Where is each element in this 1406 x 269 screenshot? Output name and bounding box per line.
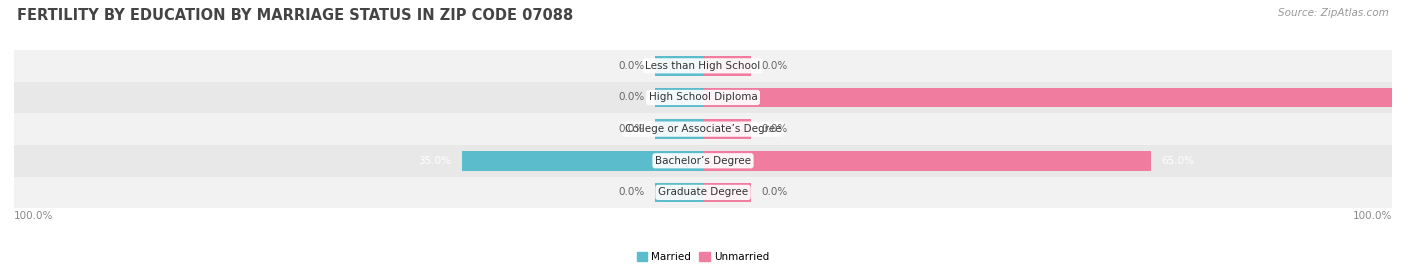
Text: 35.0%: 35.0% [419,156,451,166]
Legend: Married, Unmarried: Married, Unmarried [633,247,773,266]
Bar [703,151,1152,171]
Bar [655,183,703,202]
Bar [703,119,751,139]
Text: Less than High School: Less than High School [645,61,761,71]
Text: Source: ZipAtlas.com: Source: ZipAtlas.com [1278,8,1389,18]
Bar [14,176,1392,208]
Text: 65.0%: 65.0% [1161,156,1194,166]
Text: 0.0%: 0.0% [762,124,787,134]
Text: 0.0%: 0.0% [762,187,787,197]
Text: 0.0%: 0.0% [619,61,644,71]
Bar [655,88,703,107]
Text: Bachelor’s Degree: Bachelor’s Degree [655,156,751,166]
Text: 0.0%: 0.0% [619,124,644,134]
Bar [655,56,703,76]
Text: 0.0%: 0.0% [619,187,644,197]
Bar [14,145,1392,176]
Bar [14,50,1392,82]
Bar [703,88,1392,107]
Bar [14,113,1392,145]
Bar [461,151,703,171]
Text: 100.0%: 100.0% [1353,211,1392,221]
Text: High School Diploma: High School Diploma [648,93,758,102]
Text: FERTILITY BY EDUCATION BY MARRIAGE STATUS IN ZIP CODE 07088: FERTILITY BY EDUCATION BY MARRIAGE STATU… [17,8,574,23]
Text: 0.0%: 0.0% [762,61,787,71]
Text: College or Associate’s Degree: College or Associate’s Degree [624,124,782,134]
Text: 0.0%: 0.0% [619,93,644,102]
Text: 100.0%: 100.0% [14,211,53,221]
Bar [655,119,703,139]
Bar [703,56,751,76]
Bar [14,82,1392,113]
Text: Graduate Degree: Graduate Degree [658,187,748,197]
Text: 100.0%: 100.0% [1402,93,1406,102]
Bar [703,183,751,202]
